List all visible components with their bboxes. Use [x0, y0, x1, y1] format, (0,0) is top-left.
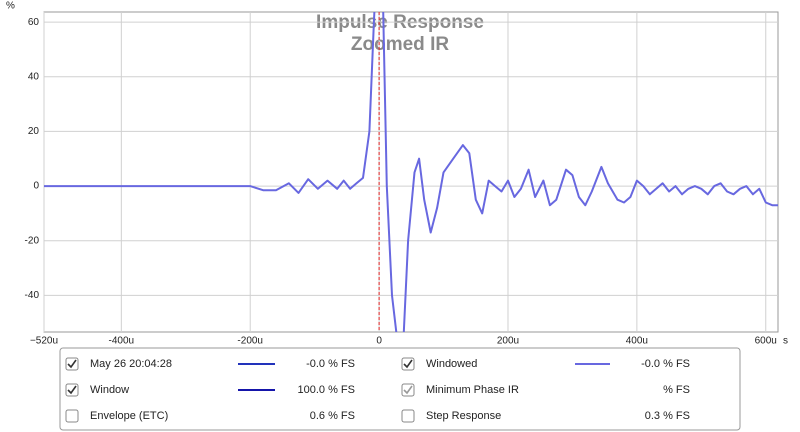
checkmark — [403, 359, 413, 369]
x-tick-label: 600u — [755, 336, 777, 347]
plot-area — [43, 11, 779, 333]
legend-label: Minimum Phase IR — [426, 384, 519, 396]
checkbox[interactable] — [401, 409, 415, 423]
y-tick-label: 40 — [28, 71, 40, 82]
legend-value: -0.0 % FS — [306, 358, 355, 370]
legend-value: -0.0 % FS — [641, 358, 690, 370]
legend-label: Step Response — [426, 410, 501, 422]
y-unit: % — [6, 1, 15, 12]
legend-label: May 26 20:04:28 — [90, 358, 172, 370]
plot-series — [44, 12, 778, 332]
checkmark — [67, 385, 77, 395]
checkbox[interactable] — [401, 383, 415, 397]
x-tick-label: 200u — [497, 336, 519, 347]
legend-value: 100.0 % FS — [298, 384, 355, 396]
legend-value: 0.6 % FS — [310, 410, 355, 422]
x-tick-label: -200u — [237, 336, 263, 347]
series-line — [44, 12, 778, 332]
y-tick-label: -40 — [25, 290, 40, 301]
x-tick-label: -400u — [109, 336, 135, 347]
x-tick-label: −520u — [30, 336, 58, 347]
y-tick-label: -20 — [25, 235, 40, 246]
y-tick-label: 60 — [28, 17, 40, 28]
legend-value: 0.3 % FS — [645, 410, 690, 422]
legend-value: % FS — [663, 384, 690, 396]
chart-subtitle: Zoomed IR — [351, 34, 449, 55]
y-tick-label: 20 — [28, 126, 40, 137]
legend-panel — [59, 347, 741, 431]
checkmark — [67, 359, 77, 369]
checkmark — [403, 385, 413, 395]
legend-label: Envelope (ETC) — [90, 410, 168, 422]
checkbox[interactable] — [65, 357, 79, 371]
checkbox[interactable] — [401, 357, 415, 371]
legend-label: Windowed — [426, 358, 477, 370]
checkbox[interactable] — [65, 383, 79, 397]
x-unit: s — [783, 336, 788, 347]
legend-label: Window — [90, 384, 129, 396]
checkbox[interactable] — [65, 409, 79, 423]
x-tick-label: 0 — [376, 336, 382, 347]
y-tick-label: 0 — [33, 181, 39, 192]
x-tick-label: 400u — [626, 336, 648, 347]
